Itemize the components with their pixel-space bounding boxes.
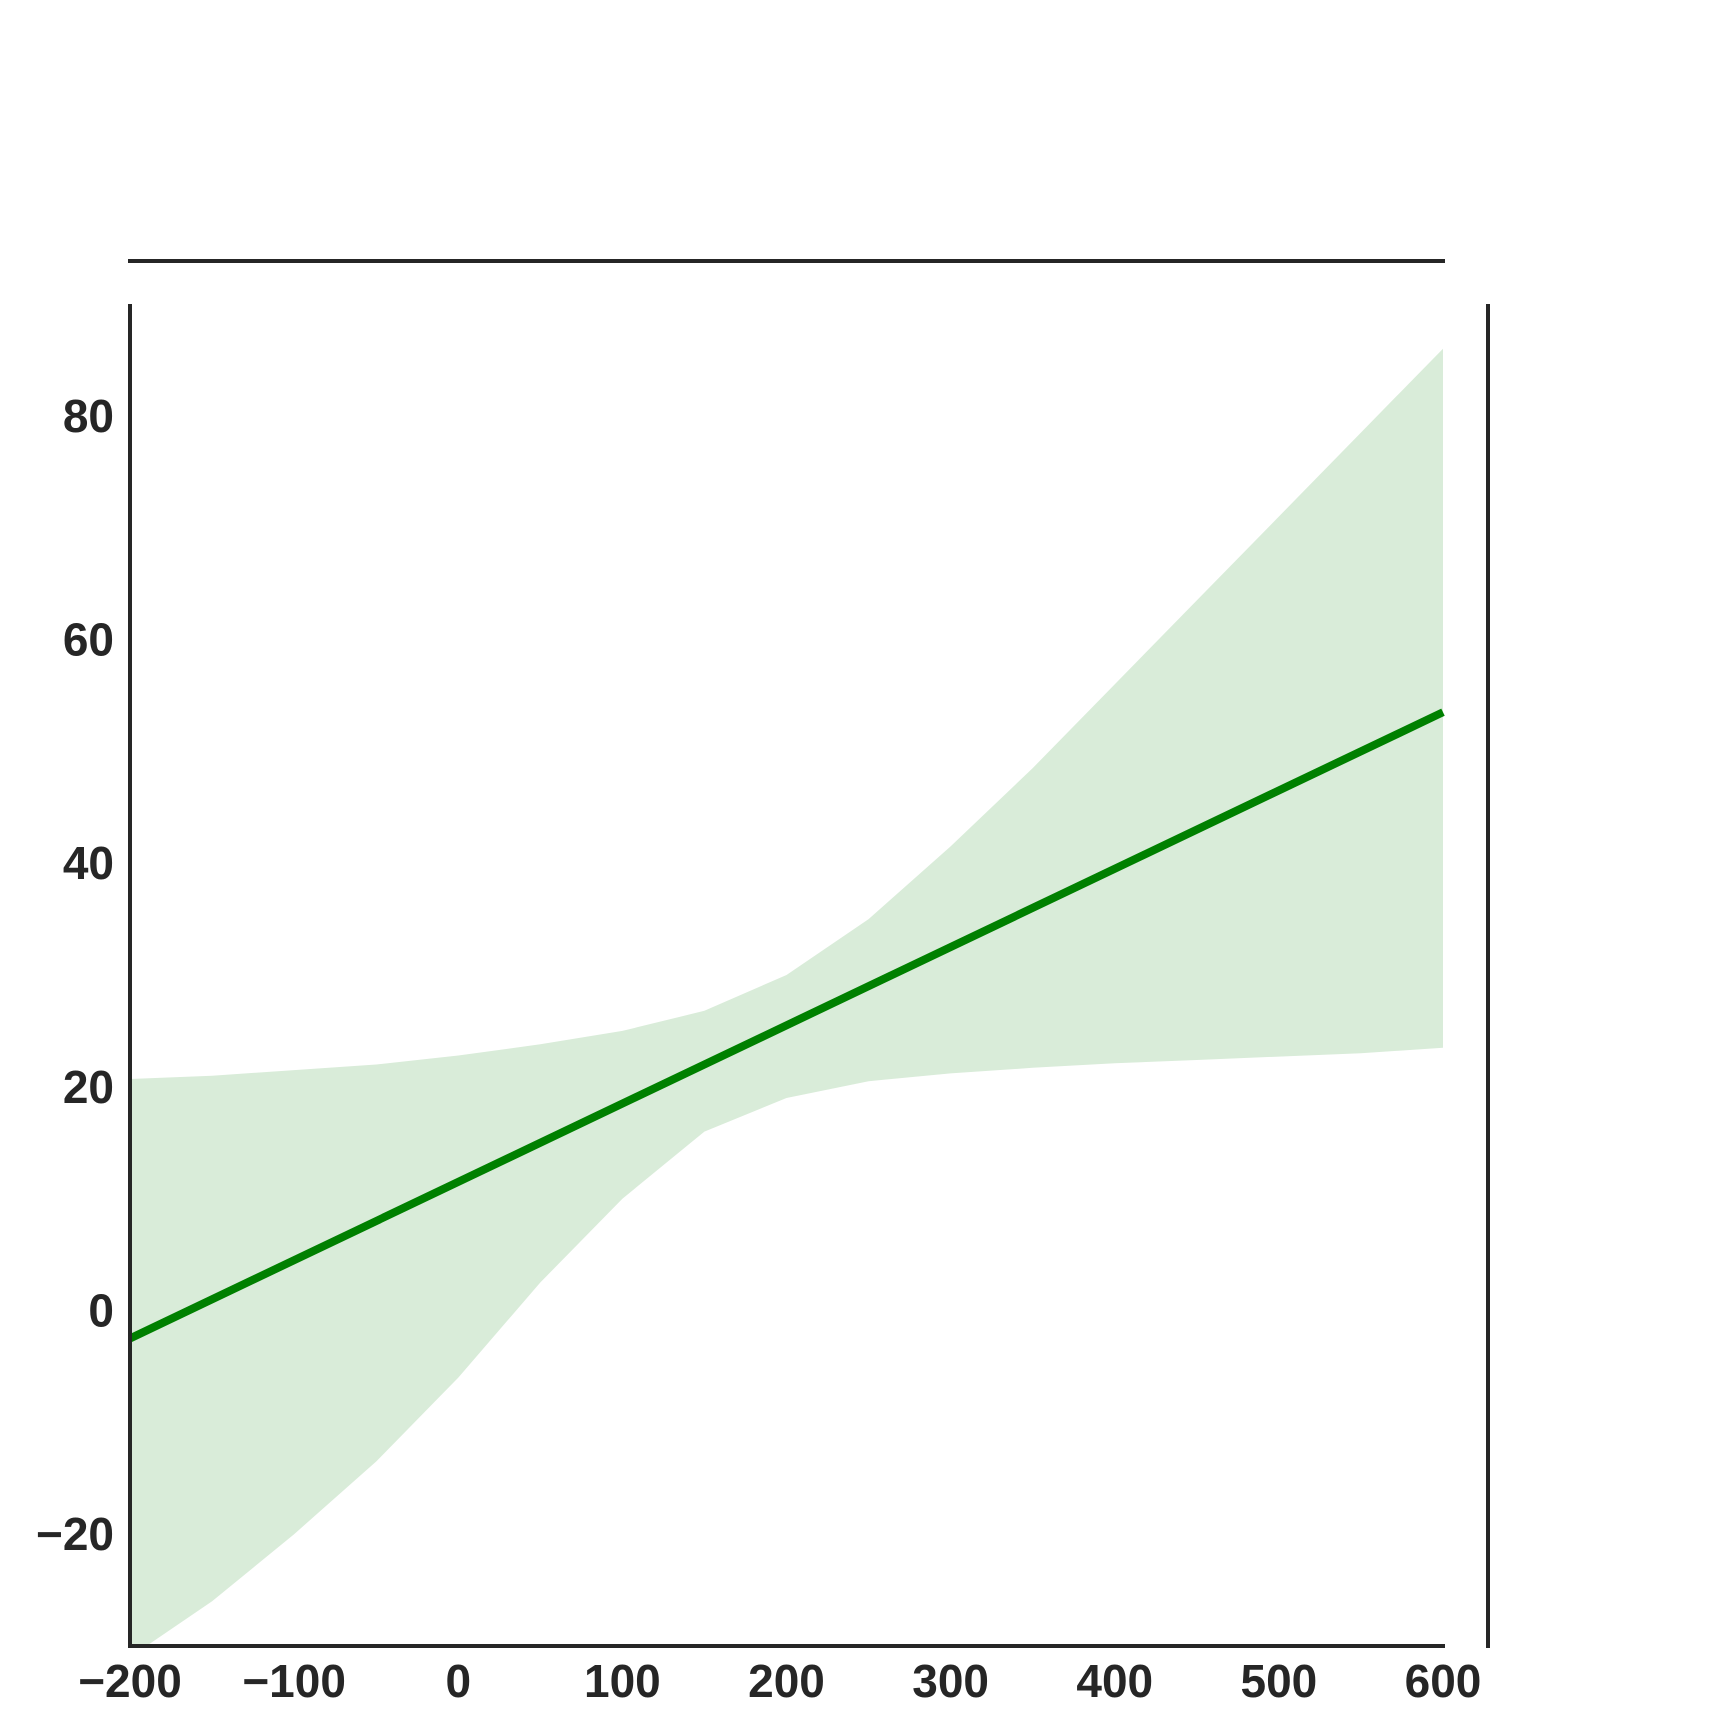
x-tick-labels: −200 −100 0 100 200 300 400 500 600 [78,1655,1481,1707]
x-tick-label: 300 [912,1655,989,1707]
x-tick-label: 0 [445,1655,471,1707]
x-tick-label: 500 [1241,1655,1318,1707]
x-tick-label: 400 [1076,1655,1153,1707]
x-tick-label: 100 [584,1655,661,1707]
x-tick-label: −200 [78,1655,182,1707]
y-tick-labels: −20 0 20 40 60 80 [36,390,114,1560]
x-tick-label: −100 [242,1655,346,1707]
regression-line [130,708,1445,1343]
y-tick-label: 20 [63,1061,114,1113]
plot-area [130,348,1445,1646]
x-tick-label: 600 [1405,1655,1482,1707]
y-tick-label: 0 [88,1285,114,1337]
x-tick-label: 200 [748,1655,825,1707]
y-tick-label: −20 [36,1508,114,1560]
y-tick-label: 80 [63,390,114,442]
y-tick-label: 60 [63,614,114,666]
y-tick-label: 40 [63,837,114,889]
confidence-band [130,348,1443,1646]
